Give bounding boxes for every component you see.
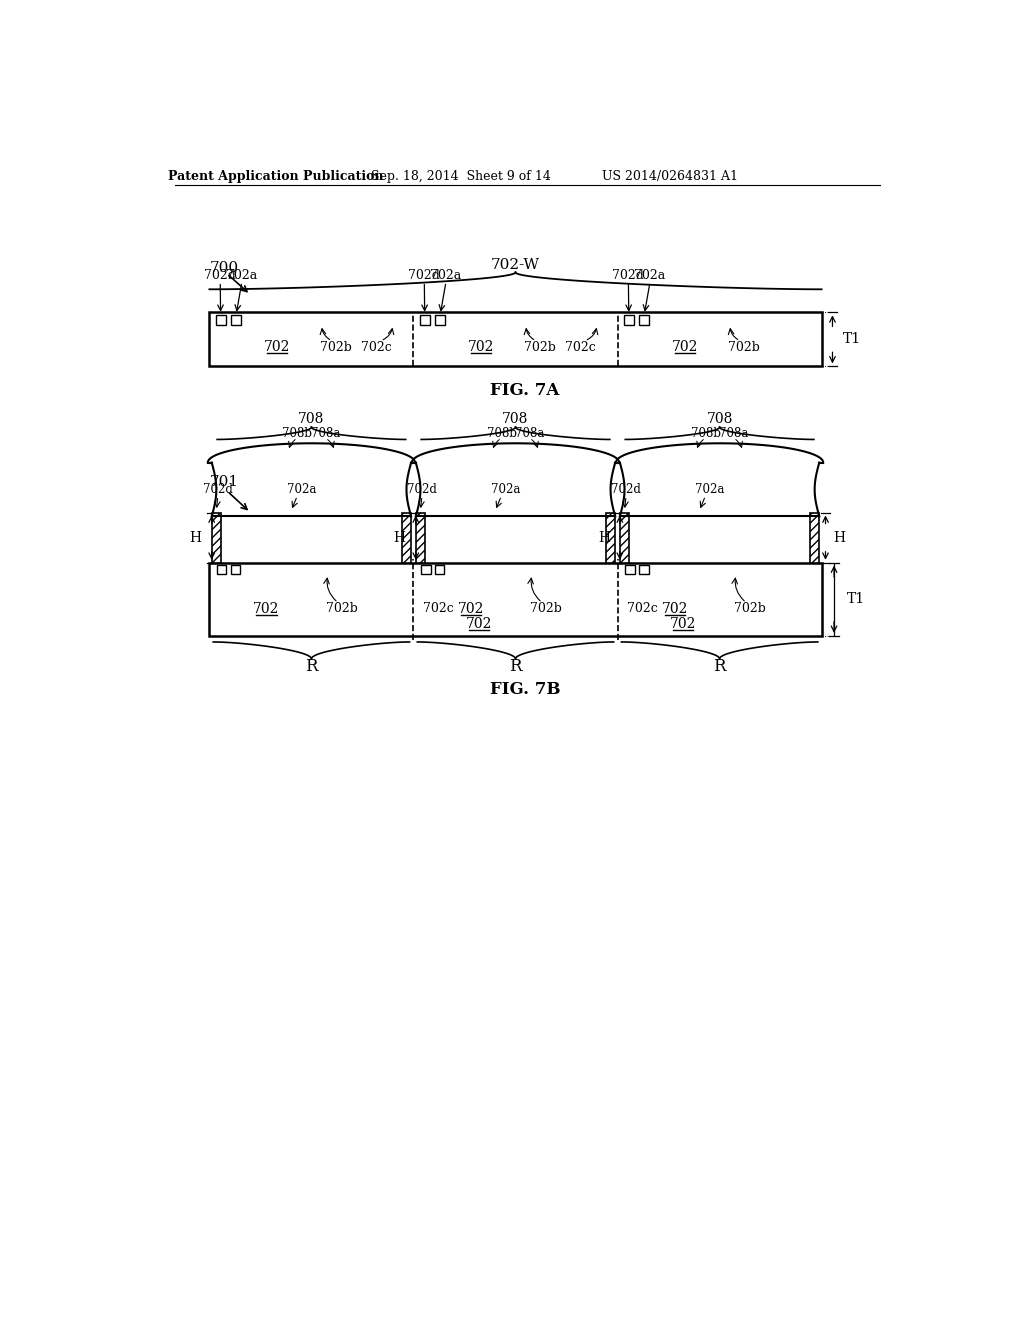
Bar bbox=[217, 565, 226, 574]
Text: 708a: 708a bbox=[310, 426, 340, 440]
Text: 702d: 702d bbox=[611, 483, 641, 496]
Text: 701: 701 bbox=[209, 475, 239, 488]
Text: FIG. 7A: FIG. 7A bbox=[490, 383, 559, 400]
Text: R: R bbox=[305, 659, 317, 675]
Text: 702a: 702a bbox=[226, 269, 258, 282]
Text: 702-W: 702-W bbox=[490, 257, 540, 272]
Bar bbox=[421, 565, 430, 574]
Text: 702c: 702c bbox=[627, 602, 657, 615]
Text: 702: 702 bbox=[662, 602, 688, 616]
Text: 708b: 708b bbox=[690, 426, 721, 440]
Text: H: H bbox=[189, 531, 202, 545]
Text: 702b: 702b bbox=[319, 341, 352, 354]
Bar bbox=[231, 565, 241, 574]
Text: 702c: 702c bbox=[361, 341, 392, 354]
Text: 702: 702 bbox=[466, 618, 492, 631]
Text: FIG. 7B: FIG. 7B bbox=[489, 681, 560, 698]
Bar bbox=[639, 565, 648, 574]
Bar bbox=[209, 562, 821, 636]
Text: 702d: 702d bbox=[409, 269, 440, 282]
Text: 702a: 702a bbox=[490, 483, 520, 496]
Text: 702b: 702b bbox=[728, 341, 760, 354]
Text: 702d: 702d bbox=[612, 269, 644, 282]
Bar bbox=[212, 512, 221, 562]
Text: 702: 702 bbox=[253, 602, 280, 616]
Bar bbox=[216, 314, 225, 325]
Text: 702c: 702c bbox=[423, 602, 454, 615]
Bar bbox=[435, 565, 444, 574]
Text: 702b: 702b bbox=[530, 602, 562, 615]
Text: 702: 702 bbox=[263, 341, 290, 354]
Text: 702a: 702a bbox=[635, 269, 666, 282]
Bar bbox=[620, 512, 629, 562]
Text: 700: 700 bbox=[209, 261, 239, 275]
Text: 702: 702 bbox=[672, 341, 698, 354]
Bar bbox=[401, 512, 411, 562]
Bar bbox=[606, 512, 615, 562]
Text: R: R bbox=[714, 659, 726, 675]
Text: 708a: 708a bbox=[515, 426, 544, 440]
Text: T1: T1 bbox=[847, 593, 864, 606]
Bar bbox=[209, 313, 821, 367]
Bar bbox=[416, 512, 425, 562]
Text: 708b: 708b bbox=[283, 426, 312, 440]
Text: 702: 702 bbox=[458, 602, 483, 616]
Text: 702a: 702a bbox=[430, 269, 462, 282]
Text: H: H bbox=[598, 531, 609, 545]
Text: 708: 708 bbox=[707, 412, 733, 426]
Text: 708: 708 bbox=[298, 412, 325, 426]
Text: 702d: 702d bbox=[204, 269, 237, 282]
Text: 708a: 708a bbox=[719, 426, 749, 440]
Text: US 2014/0264831 A1: US 2014/0264831 A1 bbox=[602, 169, 738, 182]
Bar bbox=[435, 314, 445, 325]
Text: 702b: 702b bbox=[524, 341, 556, 354]
Bar bbox=[639, 314, 649, 325]
Bar bbox=[231, 314, 241, 325]
Text: 702a: 702a bbox=[694, 483, 724, 496]
Text: 702: 702 bbox=[468, 341, 494, 354]
Text: Sep. 18, 2014  Sheet 9 of 14: Sep. 18, 2014 Sheet 9 of 14 bbox=[372, 169, 551, 182]
Text: 702b: 702b bbox=[734, 602, 766, 615]
Bar bbox=[624, 314, 634, 325]
Bar bbox=[810, 512, 819, 562]
Text: H: H bbox=[834, 531, 845, 545]
Text: 702b: 702b bbox=[326, 602, 358, 615]
Text: 702: 702 bbox=[670, 618, 696, 631]
Text: 702d: 702d bbox=[203, 483, 232, 496]
Text: Patent Application Publication: Patent Application Publication bbox=[168, 169, 383, 182]
Text: T1: T1 bbox=[844, 333, 861, 346]
Text: 708b: 708b bbox=[486, 426, 516, 440]
Text: 702a: 702a bbox=[287, 483, 315, 496]
Text: H: H bbox=[393, 531, 406, 545]
Bar bbox=[420, 314, 430, 325]
Text: 708: 708 bbox=[503, 412, 528, 426]
Text: 702c: 702c bbox=[565, 341, 596, 354]
Text: R: R bbox=[509, 659, 522, 675]
Text: 702d: 702d bbox=[408, 483, 437, 496]
Bar bbox=[626, 565, 635, 574]
